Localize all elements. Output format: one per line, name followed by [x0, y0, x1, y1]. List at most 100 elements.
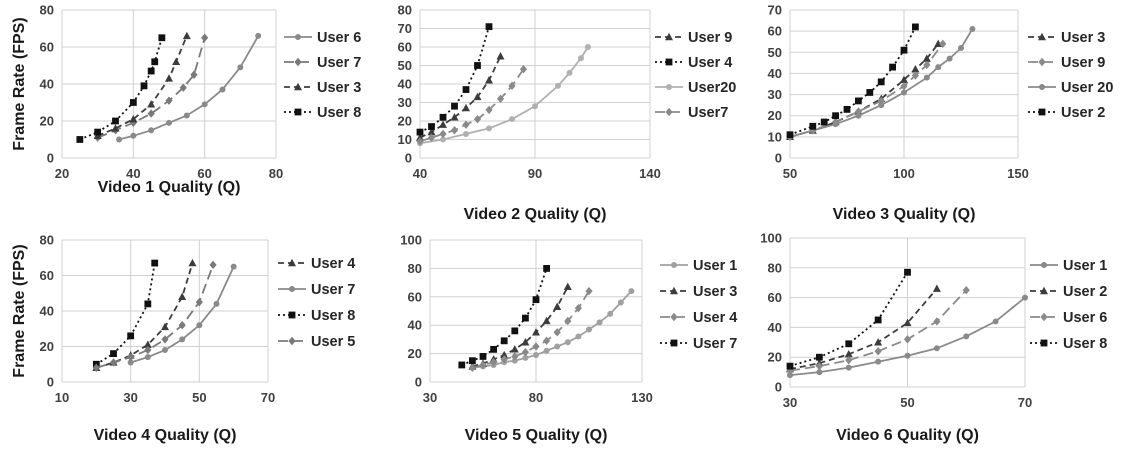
data-point — [510, 345, 519, 353]
series-user-5 — [92, 260, 217, 372]
data-point — [511, 357, 518, 364]
data-point — [469, 357, 476, 365]
legend-entry: User 6 — [284, 30, 361, 46]
data-point — [586, 326, 592, 333]
data-point — [440, 136, 446, 143]
data-point — [473, 114, 482, 124]
data-point — [786, 362, 794, 370]
x-tick-label: 40 — [126, 166, 140, 181]
x-axis-label: Video 5 Quality (Q) — [465, 427, 608, 444]
y-tick-label: 0 — [47, 151, 54, 166]
data-point — [179, 83, 187, 92]
data-point — [815, 361, 823, 371]
data-point — [161, 322, 169, 331]
data-point — [855, 112, 862, 119]
legend-marker — [670, 339, 678, 347]
legend-label: User 3 — [693, 284, 737, 300]
data-point — [127, 352, 135, 362]
data-point — [963, 333, 970, 340]
legend-marker — [1040, 286, 1048, 295]
y-tick-label: 80 — [40, 233, 54, 248]
legend-entry: User 4 — [655, 55, 732, 71]
data-point — [127, 332, 135, 340]
data-point — [462, 86, 470, 93]
data-point — [439, 129, 447, 139]
data-point — [933, 345, 940, 352]
legend-entry: User 20 — [1028, 80, 1113, 96]
series-user20 — [417, 44, 591, 147]
series-user-7 — [94, 33, 209, 142]
y-tick-label: 100 — [760, 231, 782, 246]
data-point — [188, 258, 197, 267]
data-point — [877, 96, 885, 106]
legend-entry: User20 — [655, 80, 736, 96]
legend-marker — [288, 336, 296, 346]
series-line — [96, 264, 214, 369]
data-point — [129, 114, 138, 123]
legend-marker — [1041, 262, 1047, 268]
data-point — [462, 120, 470, 129]
y-tick-label: 30 — [398, 95, 412, 110]
y-tick-label: 50 — [768, 45, 782, 60]
data-point — [140, 82, 148, 90]
y-tick-label: 40 — [40, 304, 54, 319]
data-point — [451, 102, 458, 110]
y-tick-label: 10 — [768, 129, 782, 144]
data-point — [543, 265, 550, 272]
legend-entry: User 3 — [660, 284, 737, 300]
data-point — [584, 44, 591, 50]
legend-label: User 1 — [693, 258, 737, 274]
x-tick-label: 70 — [1018, 395, 1032, 410]
legend-marker — [294, 108, 302, 116]
data-point — [209, 260, 217, 270]
x-tick-label: 60 — [197, 166, 211, 181]
data-point — [874, 338, 883, 346]
series-line — [472, 286, 569, 368]
data-point — [874, 316, 882, 324]
legend-marker — [670, 312, 678, 322]
data-point — [439, 120, 447, 128]
data-point — [521, 338, 530, 346]
data-point — [845, 340, 853, 348]
y-tick-label: 60 — [40, 268, 54, 283]
chart-panel-5: 0 20 40 60 80 100 30 80 130 Video 5 Quality (Q) Us… — [400, 233, 737, 445]
data-point — [427, 133, 436, 142]
x-tick-label: 30 — [123, 390, 137, 405]
data-point — [147, 100, 156, 108]
legend-marker — [666, 84, 672, 90]
series-line — [419, 68, 525, 143]
data-point — [607, 310, 614, 317]
data-point — [875, 358, 882, 365]
legend-entry: User 9 — [655, 30, 732, 46]
data-point — [127, 359, 134, 366]
data-point — [130, 132, 137, 139]
legend-entry: User 3 — [284, 80, 361, 96]
legend-marker — [665, 58, 673, 66]
data-point — [428, 123, 435, 130]
x-tick-label: 90 — [528, 166, 542, 181]
series-user-4 — [416, 23, 493, 136]
data-point — [508, 81, 516, 91]
data-point — [196, 322, 203, 329]
x-tick-label: 50 — [783, 166, 797, 181]
data-point — [542, 316, 551, 325]
data-point — [903, 318, 912, 327]
data-point — [500, 350, 509, 359]
data-point — [911, 65, 920, 73]
legend-entry: User 3 — [1028, 30, 1105, 46]
data-point — [129, 99, 137, 106]
legend-entry: User 7 — [660, 336, 737, 352]
data-point — [532, 342, 540, 351]
legend-label: User 2 — [1061, 105, 1105, 121]
legend-label: User 4 — [311, 256, 355, 272]
y-tick-label: 80 — [398, 3, 412, 18]
data-point — [496, 52, 505, 60]
legend-label: User 8 — [317, 105, 361, 121]
y-tick-label: 40 — [40, 77, 54, 92]
data-point — [553, 328, 561, 337]
legend-label: User20 — [688, 80, 736, 96]
data-point — [935, 64, 942, 71]
legend-marker — [1040, 339, 1048, 347]
data-point — [172, 57, 181, 65]
